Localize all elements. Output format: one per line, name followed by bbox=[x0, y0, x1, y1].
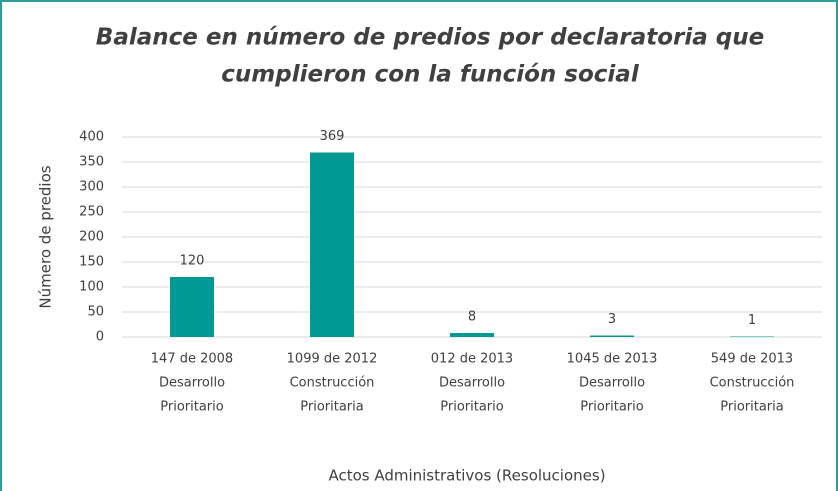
x-tick-label: 1045 de 2013 bbox=[567, 352, 658, 367]
y-tick-label: 400 bbox=[79, 130, 104, 145]
x-tick-label: Construcción bbox=[710, 376, 795, 391]
y-axis-label: Número de predios bbox=[37, 165, 55, 308]
y-tick-label: 350 bbox=[79, 155, 104, 170]
data-label: 1 bbox=[748, 313, 756, 328]
y-tick-label: 150 bbox=[79, 255, 104, 270]
y-tick-label: 100 bbox=[79, 280, 104, 295]
chart-title: Balance en número de predios por declara… bbox=[96, 25, 764, 51]
x-tick-label: 549 de 2013 bbox=[711, 352, 793, 367]
data-label: 369 bbox=[320, 129, 345, 144]
bar bbox=[450, 333, 494, 337]
x-tick-label: Construcción bbox=[290, 376, 375, 391]
y-tick-label: 300 bbox=[79, 180, 104, 195]
x-tick-label: Desarrollo bbox=[159, 376, 225, 391]
chart-title: cumplieron con la función social bbox=[221, 62, 640, 88]
x-axis-label: Actos Administrativos (Resoluciones) bbox=[328, 467, 605, 485]
x-tick-label: 012 de 2013 bbox=[431, 352, 513, 367]
x-tick-label: Prioritaria bbox=[720, 400, 783, 415]
x-tick-label: Prioritaria bbox=[300, 400, 363, 415]
bar bbox=[310, 152, 354, 337]
x-tick-label: Prioritario bbox=[580, 400, 643, 415]
data-label: 8 bbox=[468, 310, 476, 325]
data-label: 3 bbox=[608, 312, 616, 327]
bar bbox=[170, 277, 214, 337]
data-label: 120 bbox=[180, 254, 205, 269]
x-tick-label: 1099 de 2012 bbox=[287, 352, 378, 367]
y-tick-label: 0 bbox=[96, 330, 104, 345]
x-tick-label: Prioritario bbox=[160, 400, 223, 415]
y-tick-label: 50 bbox=[87, 305, 104, 320]
x-tick-label: Prioritario bbox=[440, 400, 503, 415]
bar bbox=[730, 336, 774, 337]
x-tick-label: Desarrollo bbox=[439, 376, 505, 391]
bar bbox=[590, 335, 634, 337]
y-tick-label: 250 bbox=[79, 205, 104, 220]
x-tick-label: Desarrollo bbox=[579, 376, 645, 391]
y-tick-label: 200 bbox=[79, 230, 104, 245]
x-tick-label: 147 de 2008 bbox=[151, 352, 233, 367]
